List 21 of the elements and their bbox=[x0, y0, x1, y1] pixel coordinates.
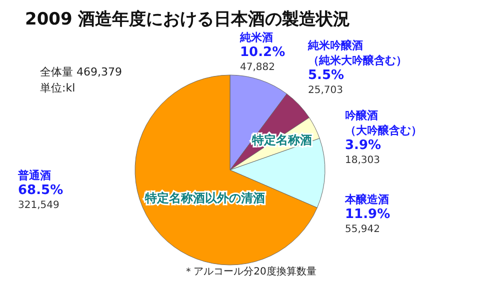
text: 25,703 bbox=[308, 85, 343, 96]
data-label: 11.9% bbox=[345, 207, 390, 222]
slice-label: 純米吟醸酒（純米大吟醸含む） bbox=[307, 39, 407, 67]
text: 47,882 bbox=[240, 62, 275, 73]
slice-label: 吟醸酒（大吟醸含む） bbox=[345, 109, 422, 137]
text: 全体量 469,379 bbox=[40, 66, 122, 78]
text: 18,303 bbox=[345, 155, 380, 166]
data-label: 5.5% bbox=[308, 68, 344, 83]
data-label: 68.5% bbox=[18, 183, 64, 198]
slice-label: 純米酒 bbox=[239, 31, 273, 44]
chart-title: 2009 酒造年度における日本酒の製造状況 bbox=[25, 10, 350, 30]
data-label: 3.9% bbox=[345, 138, 382, 153]
slice-label: 普通酒 bbox=[17, 169, 51, 182]
text: 単位:kl bbox=[40, 82, 76, 94]
slice-label: 本醸造酒 bbox=[344, 193, 389, 206]
data-label: 10.2% bbox=[240, 45, 286, 60]
text: ＊アルコール分20度換算数量 bbox=[184, 266, 316, 278]
text: 特定名称酒 bbox=[251, 133, 312, 147]
text: 特定名称酒以外の清酒 bbox=[144, 191, 265, 205]
text: 321,549 bbox=[18, 200, 60, 211]
text: 55,942 bbox=[345, 224, 380, 235]
